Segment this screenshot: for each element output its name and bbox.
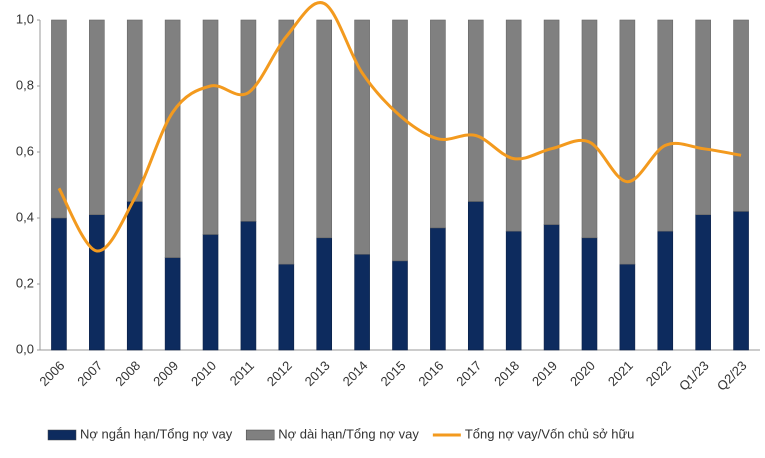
bar-segment: [164, 257, 181, 351]
x-tick-label: 2022: [643, 358, 674, 389]
line: [57, 1, 742, 253]
x-tick-label: 2020: [567, 358, 598, 389]
y-tick-label: 1,0: [16, 11, 34, 26]
y-tick-label: 0,8: [16, 77, 34, 92]
x-tick-label: Q2/23: [714, 358, 750, 394]
bar-segment: [657, 230, 674, 351]
x-tick-label: 2007: [74, 358, 105, 389]
bar-segment: [467, 201, 484, 351]
x-tick-label: 2013: [302, 358, 333, 389]
bar-segment: [354, 19, 370, 255]
bar-segment: [51, 217, 67, 351]
x-tick-label: 2012: [264, 358, 295, 389]
bar-segment: [51, 19, 67, 219]
bar-segment: [126, 201, 143, 351]
bar-segment: [89, 214, 105, 351]
x-tick-label: 2014: [340, 358, 371, 389]
bar-segment: [392, 19, 408, 262]
bar-segment: [240, 221, 257, 351]
legend-swatch: [47, 429, 77, 441]
x-tick-label: 2008: [112, 358, 143, 389]
legend-swatch: [245, 429, 275, 441]
bar-segment: [392, 260, 408, 351]
bar-segment: [126, 19, 143, 202]
legend-label: Nợ dài hạn/Tổng nợ vay: [278, 426, 419, 441]
bar-segment: [733, 211, 749, 351]
bar-segment: [316, 237, 333, 351]
y-tick-label: 0,2: [16, 275, 34, 290]
bar-segment: [354, 254, 370, 351]
bar-segment: [695, 214, 711, 351]
y-tick-label: 0,4: [16, 209, 34, 224]
x-tick-label: 2018: [491, 358, 522, 389]
bar-segment: [202, 234, 219, 351]
bar-segment: [202, 19, 219, 235]
bar-segment: [543, 224, 560, 351]
x-tick-label: 2010: [188, 358, 219, 389]
bar-segment: [89, 19, 105, 215]
bar-segment: [657, 19, 674, 232]
x-tick-label: 2017: [453, 358, 484, 389]
x-tick-label: 2016: [415, 358, 446, 389]
y-tick-label: 0,6: [16, 143, 34, 158]
x-tick-label: 2006: [36, 358, 67, 389]
bar-segment: [581, 237, 598, 351]
x-tick-label: 2021: [605, 358, 636, 389]
bar-segment: [430, 227, 446, 351]
x-tick-label: 2019: [529, 358, 560, 389]
bar-segment: [278, 263, 295, 351]
bar-segment: [316, 19, 333, 239]
bar-segment: [695, 19, 711, 215]
bar-segment: [240, 19, 257, 222]
bar-segment: [733, 19, 749, 212]
bar-segment: [581, 19, 598, 239]
bar-segment: [543, 19, 560, 225]
bar-segment: [505, 19, 522, 232]
bar-segment: [619, 263, 636, 351]
bar-segment: [619, 19, 636, 265]
y-tick-label: 0,0: [16, 341, 34, 356]
legend-label: Tổng nợ vay/Vốn chủ sở hữu: [465, 426, 635, 441]
x-tick-label: 2015: [377, 358, 408, 389]
x-tick-label: Q1/23: [676, 358, 712, 394]
bar-segment: [505, 230, 522, 351]
bar-segment: [278, 19, 295, 265]
x-tick-label: 2009: [150, 358, 181, 389]
bar-segment: [467, 19, 484, 202]
bar-segment: [430, 19, 446, 229]
legend-label: Nợ ngắn hạn/Tổng nợ vay: [80, 426, 233, 441]
x-tick-label: 2011: [227, 358, 257, 388]
bar-segment: [164, 19, 181, 258]
